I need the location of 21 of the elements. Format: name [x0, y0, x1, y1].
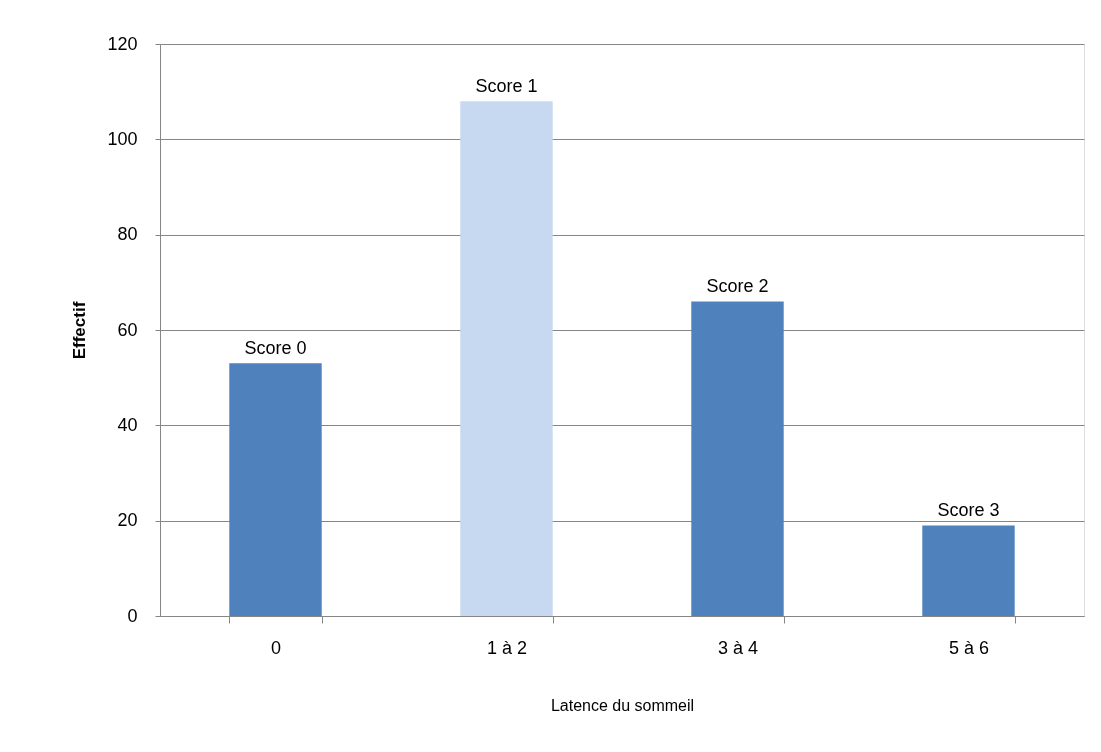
y-tick-label: 120: [107, 33, 138, 54]
annotation: Score 1: [475, 76, 538, 97]
x-tick-label: 1 à 2: [486, 637, 528, 658]
annotation: Score 0: [244, 338, 307, 359]
y-tick-label: 20: [117, 510, 138, 531]
bar: [229, 363, 322, 616]
y-tick-label: 40: [117, 414, 138, 435]
y-tick-label: 0: [127, 605, 138, 626]
annotation: Score 3: [937, 500, 1000, 521]
y-tick-label: 100: [107, 128, 138, 149]
y-tick-label: 80: [117, 224, 138, 245]
bar: [922, 525, 1015, 616]
x-tick-label: 5 à 6: [948, 637, 990, 658]
annotation: Score 2: [706, 276, 769, 297]
y-axis-title: Effectif: [70, 301, 90, 360]
bar: [460, 101, 553, 616]
x-tick-label: 3 à 4: [717, 637, 759, 658]
bar: [691, 301, 784, 616]
x-tick-label: 0: [270, 637, 282, 658]
y-tick-label: 60: [117, 319, 138, 340]
x-axis-title: Latence du sommeil: [550, 696, 695, 714]
